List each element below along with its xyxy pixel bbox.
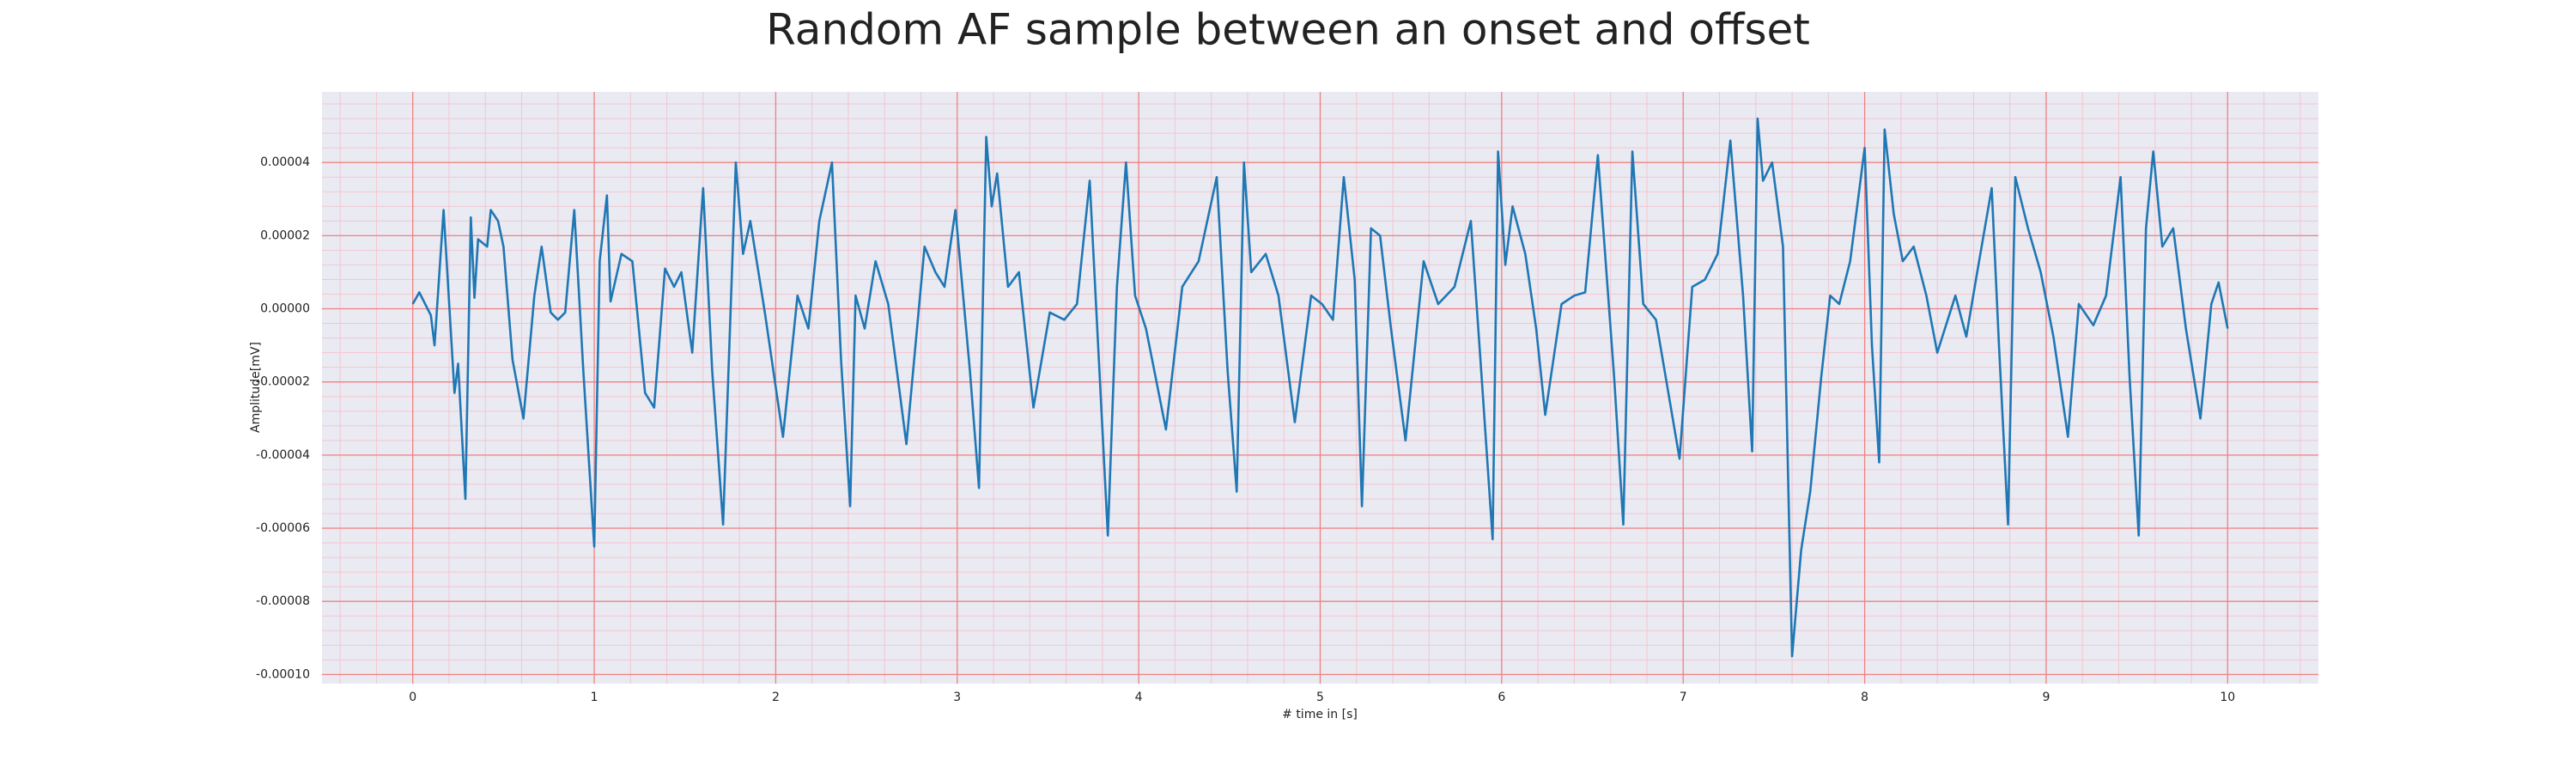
x-tick-label: 5 (1316, 691, 1324, 704)
y-tick-label: -0.00004 (256, 448, 310, 462)
x-tick-label: 2 (772, 691, 780, 704)
y-tick-label: -0.00008 (256, 594, 310, 608)
x-tick-label: 10 (2220, 691, 2235, 704)
y-tick-label: 0.00004 (260, 155, 310, 169)
y-tick-label: -0.00002 (256, 375, 310, 389)
x-axis-label: # time in [s] (1282, 708, 1358, 721)
x-tick-label: 7 (1680, 691, 1687, 704)
x-tick-label: 8 (1861, 691, 1868, 704)
y-tick-label: -0.00010 (256, 667, 310, 681)
x-tick-label: 9 (2042, 691, 2050, 704)
x-tick-label: 4 (1135, 691, 1143, 704)
y-axis-label: Amplitude[mV] (249, 342, 263, 433)
x-tick-label: 1 (591, 691, 598, 704)
chart-title: Random AF sample between an onset and of… (766, 5, 1810, 55)
y-tick-label: 0.00000 (260, 302, 310, 316)
signal-line (411, 117, 2229, 658)
x-tick-label: 3 (953, 691, 961, 704)
x-tick-label: 0 (409, 691, 416, 704)
y-tick-label: -0.00006 (256, 521, 310, 535)
x-tick-label: 6 (1498, 691, 1505, 704)
y-tick-label: 0.00002 (260, 228, 310, 242)
